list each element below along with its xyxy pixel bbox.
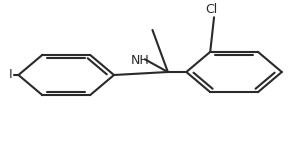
Text: Cl: Cl [205, 3, 217, 16]
Text: NH: NH [131, 54, 149, 66]
Text: I: I [9, 69, 13, 81]
